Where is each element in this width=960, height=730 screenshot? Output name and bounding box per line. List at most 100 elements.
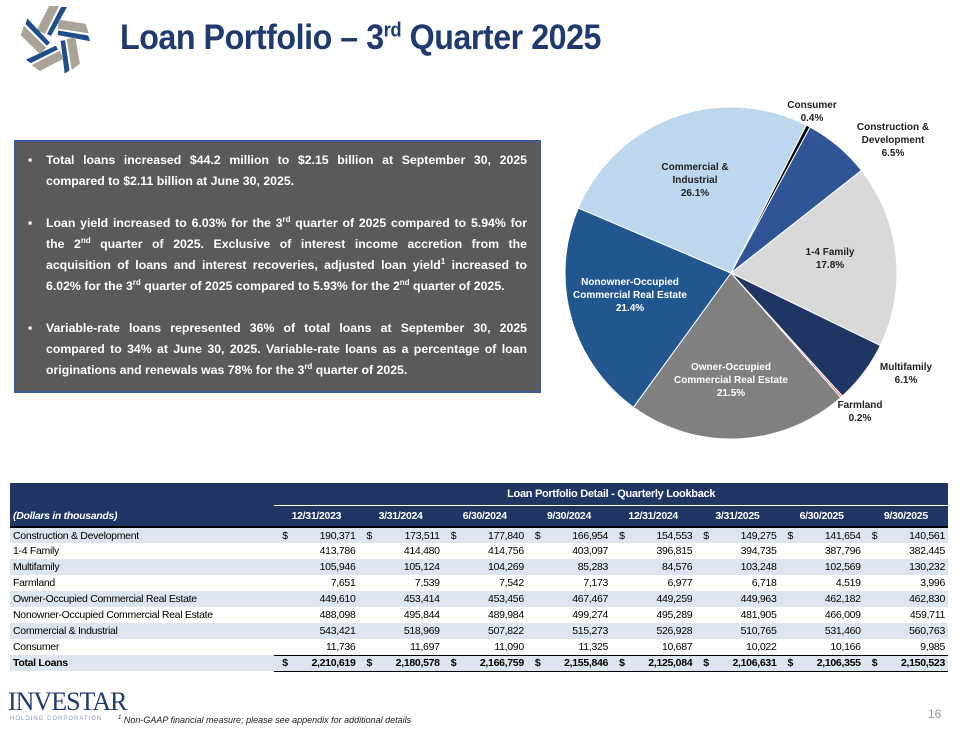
cell-value: 467,467 — [546, 591, 612, 607]
pie-slice — [577, 106, 808, 274]
dollar-sign — [527, 543, 547, 559]
table-units: (Dollars in thousands) — [10, 505, 275, 528]
dollar-sign: $ — [274, 527, 295, 543]
dollar-sign — [779, 559, 800, 575]
dollar-sign: $ — [695, 527, 716, 543]
dollar-sign — [358, 623, 379, 639]
row-label: Nonowner-Occupied Commercial Real Estate — [13, 609, 213, 621]
dollar-sign — [780, 639, 800, 655]
cell-value: 499,274 — [572, 609, 609, 621]
row-label: Construction & Development — [10, 527, 275, 543]
cell-value: 515,273 — [546, 623, 612, 639]
cell-value: 84,576 — [631, 559, 696, 575]
dollar-sign: $ — [611, 527, 632, 543]
cell-value: 526,928 — [631, 623, 696, 639]
dollar-sign — [527, 639, 547, 655]
cell-value: 11,090 — [494, 640, 524, 653]
dollar-sign — [695, 623, 716, 639]
table-row: Farmland 7,651 7,539 7,542 7,173 6,977 6,718 4,… — [10, 575, 948, 591]
table-spacer — [10, 483, 275, 505]
cell-value: 140,561 — [883, 527, 948, 543]
column-header: 12/31/2024 — [611, 505, 696, 528]
cell-value: 396,815 — [656, 545, 693, 557]
cell-value: 2,180,578 — [378, 654, 443, 672]
table-row: Nonowner-Occupied Commercial Real Estate… — [10, 607, 948, 623]
cell-value: 488,098 — [319, 609, 356, 621]
cell-value: 462,830 — [883, 591, 948, 607]
cell-value: 495,844 — [403, 609, 440, 621]
row-label: Consumer — [13, 641, 60, 653]
dollar-sign — [863, 559, 884, 575]
dollar-sign — [864, 575, 884, 591]
cell-value: 11,325 — [578, 640, 609, 653]
dollar-sign: $ — [526, 527, 547, 543]
dollar-sign — [780, 543, 800, 559]
pie-label: Nonowner-Occupied Commercial Real Estate 2… — [573, 277, 687, 314]
row-label: 1-4 Family — [13, 545, 60, 557]
cell-value: 453,414 — [378, 591, 443, 607]
summary-box: Total loans increased $44.2 million to $… — [14, 140, 541, 393]
dollar-sign — [611, 607, 631, 623]
dollar-sign — [443, 575, 463, 591]
dollar-sign: $ — [526, 654, 547, 672]
cell-value: 382,445 — [909, 545, 945, 557]
dollar-sign — [864, 607, 884, 623]
cell-value: 7,539 — [414, 577, 440, 589]
dollar-sign: $ — [863, 527, 884, 543]
cell-value: 394,735 — [740, 545, 777, 557]
investar-star-logo — [17, 6, 92, 76]
dollar-sign — [274, 591, 295, 607]
cell-value: 449,610 — [294, 591, 359, 607]
cell-value: 2,106,631 — [715, 654, 780, 672]
column-header: 3/31/2024 — [358, 505, 443, 528]
dollar-sign — [695, 543, 715, 559]
dollar-sign — [358, 559, 379, 575]
cell-value: 7,173 — [583, 577, 609, 589]
pie-slice — [632, 272, 842, 440]
bullet-item: Total loans increased $44.2 million to $… — [28, 150, 527, 192]
cell-value: 6,718 — [751, 577, 777, 589]
dollar-sign: $ — [611, 654, 632, 672]
cell-value: 173,511 — [378, 527, 443, 543]
cell-value: 560,763 — [883, 623, 948, 639]
dollar-sign — [611, 639, 631, 655]
dollar-sign — [779, 623, 800, 639]
dollar-sign — [526, 559, 547, 575]
cell-value: 166,954 — [546, 527, 612, 543]
table-row: Consumer 11,736 11,697 11,090 11,325 10,687 10… — [10, 639, 948, 655]
dollar-sign: $ — [863, 654, 884, 672]
dollar-sign — [780, 575, 800, 591]
dollar-sign: $ — [779, 527, 800, 543]
dollar-sign — [358, 607, 378, 623]
dollar-sign — [274, 543, 294, 559]
cell-value: 449,259 — [631, 591, 696, 607]
footnote: 1 Non-GAAP financial measure; please see… — [118, 715, 412, 725]
dollar-sign — [864, 543, 884, 559]
cell-value: 7,542 — [499, 577, 524, 589]
cell-value: 2,125,084 — [631, 654, 696, 672]
column-header: 3/31/2025 — [695, 505, 780, 528]
dollar-sign — [274, 623, 295, 639]
cell-value: 531,460 — [799, 623, 864, 639]
dollar-sign — [863, 623, 884, 639]
dollar-sign — [443, 607, 463, 623]
bullet-item: Variable-rate loans represented 36% of t… — [28, 318, 527, 381]
dollar-sign — [442, 591, 463, 607]
dollar-sign — [695, 639, 715, 655]
cell-value: 2,150,523 — [883, 654, 948, 672]
dollar-sign — [358, 543, 378, 559]
page-number: 16 — [928, 707, 942, 721]
column-header: 9/30/2024 — [526, 505, 612, 528]
dollar-sign — [526, 623, 547, 639]
cell-value: 141,654 — [799, 527, 864, 543]
pie-label: Consumer 0.4% — [787, 100, 837, 124]
dollar-sign — [274, 607, 294, 623]
total-row: Total Loans $2,210,619 $2,180,578 $2,166,75… — [10, 654, 948, 672]
dollar-sign — [274, 639, 294, 655]
dollar-sign: $ — [358, 527, 379, 543]
cell-value: 466,009 — [824, 609, 861, 621]
cell-value: 10,022 — [746, 640, 777, 653]
pie-label: Farmland 0.2% — [837, 400, 882, 424]
dollar-sign — [695, 607, 715, 623]
cell-value: 149,275 — [715, 527, 780, 543]
